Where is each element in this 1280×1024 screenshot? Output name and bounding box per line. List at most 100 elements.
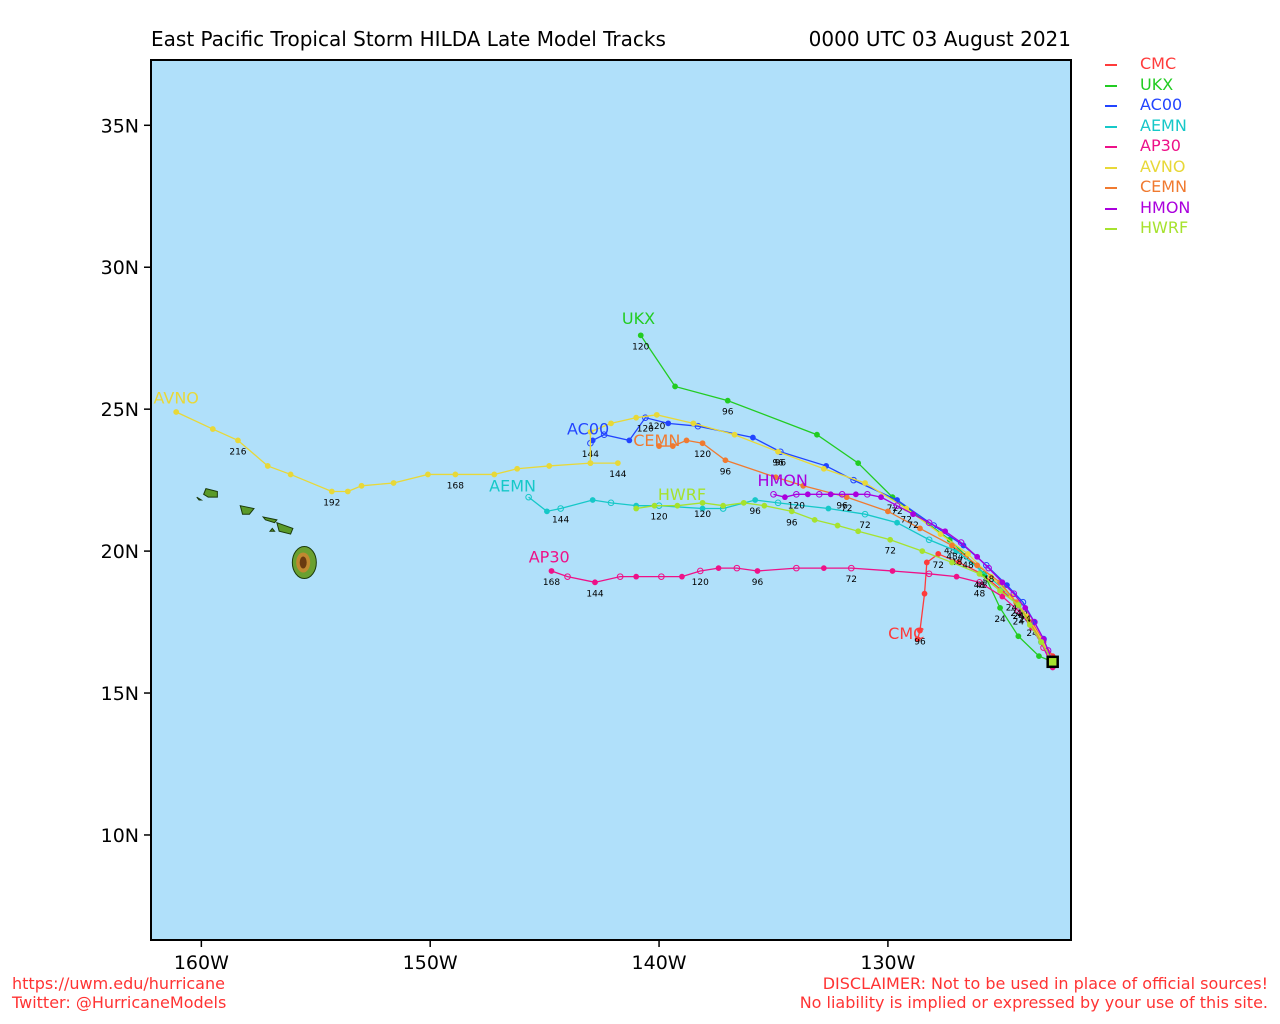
plot-frame — [150, 59, 1072, 941]
track-point — [633, 414, 640, 421]
track-point — [674, 502, 681, 509]
forecast-hour-label: 168 — [447, 481, 464, 491]
legend-label: HMON — [1140, 197, 1191, 217]
track-point — [173, 409, 180, 415]
track-point — [937, 531, 944, 537]
track-point — [942, 528, 949, 535]
track-point — [715, 565, 722, 572]
island — [268, 527, 276, 532]
track-point — [811, 516, 818, 523]
legend-swatch — [1105, 166, 1117, 169]
track-line — [636, 502, 1054, 663]
track-name-label: AP30 — [529, 547, 570, 566]
island — [239, 505, 255, 515]
track-point — [614, 460, 621, 466]
track-point — [1010, 590, 1018, 597]
forecast-hour-label: 96 — [772, 459, 784, 469]
track-point — [633, 505, 640, 512]
legend-swatch — [1105, 84, 1117, 87]
track-point — [862, 480, 868, 486]
forecast-hour-label: 48 — [946, 552, 958, 562]
track-point — [616, 573, 624, 580]
x-tick-label: 140W — [632, 952, 687, 974]
forecast-hour-label: 120 — [648, 422, 665, 432]
forecast-hour-label: 144 — [609, 470, 626, 480]
track-point — [974, 553, 981, 560]
legend-label: HWRF — [1140, 218, 1189, 237]
track-point — [793, 564, 800, 572]
track-point — [855, 460, 862, 466]
track-point — [544, 508, 550, 515]
track-point — [782, 494, 788, 501]
twitter-handle[interactable]: Twitter: @HurricaneModels — [12, 993, 227, 1012]
track-point — [827, 491, 834, 498]
forecast-hour-label: 168 — [543, 578, 560, 588]
forecast-hour-label: 24 — [1013, 618, 1025, 628]
track-point — [910, 511, 916, 518]
track-point — [754, 568, 761, 574]
map-timestamp: 0000 UTC 03 August 2021 — [808, 27, 1071, 51]
map-title: East Pacific Tropical Storm HILDA Late M… — [151, 27, 666, 51]
forecast-hour-label: 120 — [692, 578, 709, 588]
track-point — [1022, 604, 1029, 611]
track-point — [914, 636, 921, 642]
disclaimer: DISCLAIMER: Not to be used in place of o… — [800, 974, 1268, 1012]
track-point — [925, 536, 933, 544]
track-point — [658, 573, 665, 580]
track-point — [838, 491, 846, 498]
track-point — [264, 463, 271, 469]
track-point — [564, 573, 571, 580]
track-point — [491, 471, 498, 478]
track-point — [917, 627, 923, 634]
track-point — [893, 502, 901, 509]
legend-swatch — [1105, 125, 1117, 128]
track-point — [740, 499, 747, 506]
track-point — [814, 431, 820, 438]
forecast-hour-label: 120 — [694, 510, 711, 520]
forecast-hour-label: 96 — [749, 507, 761, 517]
track-point — [770, 491, 777, 498]
legend-label: AVNO — [1140, 156, 1186, 176]
track-point — [925, 519, 933, 527]
track-name-label: CMC — [888, 624, 924, 643]
track-point — [997, 604, 1003, 611]
forecast-hour-label: 24 — [994, 615, 1006, 625]
forecast-hour-label: 24 — [1010, 609, 1022, 619]
forecast-hour-label: 120 — [788, 501, 805, 511]
forecast-hour-label: 120 — [637, 425, 654, 435]
website-link[interactable]: https://uwm.edu/hurricane — [12, 974, 225, 993]
track-point — [1015, 633, 1022, 640]
track-point — [804, 491, 811, 498]
track-point — [887, 536, 894, 543]
track-point — [514, 465, 521, 472]
track-point — [607, 499, 615, 507]
legend-swatch — [1105, 146, 1117, 148]
track-point — [793, 491, 800, 498]
forecast-hour-label: 120 — [632, 342, 649, 352]
track-point — [935, 551, 942, 557]
forecast-hour-label: 48 — [951, 558, 963, 568]
model-tracks: 2448729624487296120244872961201442448729… — [173, 332, 1056, 671]
track-point — [696, 567, 704, 575]
island — [261, 516, 278, 524]
track-point — [637, 332, 644, 339]
forecast-hour-label: 96 — [722, 408, 734, 418]
forecast-hour-label: 24 — [1026, 629, 1038, 639]
track-point — [864, 491, 871, 498]
track-point — [834, 522, 841, 529]
legend-label: AC00 — [1140, 95, 1183, 114]
track-point — [733, 564, 741, 572]
forecast-hour-label: 96 — [775, 459, 787, 469]
track-point — [772, 474, 779, 481]
forecast-hour-label: 192 — [323, 498, 340, 508]
track-point — [600, 431, 608, 439]
y-tick-label: 30N — [101, 257, 139, 279]
legend-label: CEMN — [1140, 177, 1188, 196]
forecast-hour-label: 144 — [586, 589, 603, 599]
track-point — [889, 568, 896, 574]
track-point — [788, 508, 795, 515]
track-point — [720, 502, 727, 509]
track-point — [949, 542, 955, 549]
track-point — [587, 428, 594, 435]
track-point — [679, 573, 685, 580]
